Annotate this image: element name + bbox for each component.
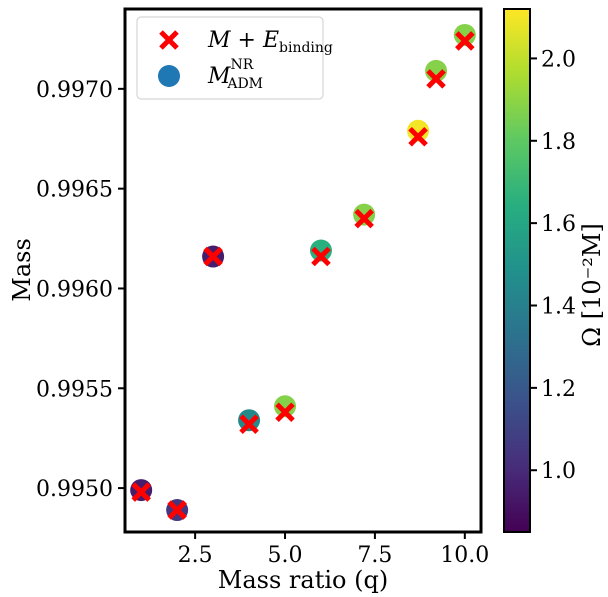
y-tick-label: 0.9955 <box>36 377 113 402</box>
colorbar-tick-label: 2.0 <box>541 47 576 72</box>
plot-frame <box>123 7 483 534</box>
y-tick-label: 0.9950 <box>36 477 113 502</box>
x-tick-label: 5.0 <box>268 543 303 568</box>
colorbar-tick-label: 1.0 <box>541 459 576 484</box>
adm-mass-point <box>309 239 332 262</box>
adm-mass-point <box>453 23 476 46</box>
x-axis-label-text: Mass ratio (q) <box>218 566 388 594</box>
colorbar: 1.0 1.2 1.4 1.6 1.8 2.0 Ω [10⁻²M] <box>503 8 606 533</box>
legend-circle-marker <box>158 65 180 87</box>
legend-x-marker <box>159 30 179 50</box>
colorbar-tick-label: 1.4 <box>541 295 576 320</box>
x-tick-labels: 2.5 5.0 7.5 10.0 <box>178 543 490 568</box>
x-tick-label: 2.5 <box>178 543 213 568</box>
y-axis-label: Mass <box>8 238 36 302</box>
legend-x-icon <box>159 30 179 50</box>
binding-mass-point <box>354 208 374 229</box>
binding-mass-point <box>311 246 331 267</box>
colorbar-label: Ω [10⁻²M] <box>578 223 606 347</box>
colorbar-tick-label: 1.6 <box>541 212 576 237</box>
binding-mass-point <box>275 402 295 422</box>
x-axis-label: Mass ratio (q) <box>218 566 388 594</box>
x-tick-label: 7.5 <box>357 543 392 568</box>
binding-mass-point <box>426 69 446 89</box>
binding-mass-point <box>239 414 259 434</box>
legend-label-adm: MNR ADM <box>207 57 263 92</box>
adm-mass-point <box>353 203 376 226</box>
x-tick-label: 10.0 <box>440 543 489 568</box>
y-tick-label: 0.9960 <box>36 277 113 302</box>
colorbar-gradient <box>503 8 531 533</box>
binding-mass-points <box>131 31 475 520</box>
binding-mass-point <box>408 126 428 147</box>
adm-mass-point <box>274 395 297 418</box>
colorbar-tick-label: 1.2 <box>541 377 576 402</box>
legend-label-binding: M + Ebinding <box>207 28 333 56</box>
legend: M + Ebinding MNR ADM <box>136 16 333 100</box>
colorbar-ticks: 1.0 1.2 1.4 1.6 1.8 2.0 <box>530 47 576 484</box>
y-tick-labels: 0.9950 0.9955 0.9960 0.9965 0.9970 <box>36 78 113 502</box>
legend-box <box>136 16 324 100</box>
binding-mass-point <box>203 246 223 267</box>
colorbar-tick-label: 1.8 <box>541 130 576 155</box>
y-tick-label: 0.9965 <box>36 178 113 203</box>
adm-mass-point <box>407 119 430 142</box>
binding-mass-point <box>455 31 475 51</box>
binding-mass-point <box>131 482 151 502</box>
adm-mass-point <box>238 409 261 432</box>
y-tick-label: 0.9970 <box>36 78 113 103</box>
binding-mass-point <box>167 500 187 520</box>
